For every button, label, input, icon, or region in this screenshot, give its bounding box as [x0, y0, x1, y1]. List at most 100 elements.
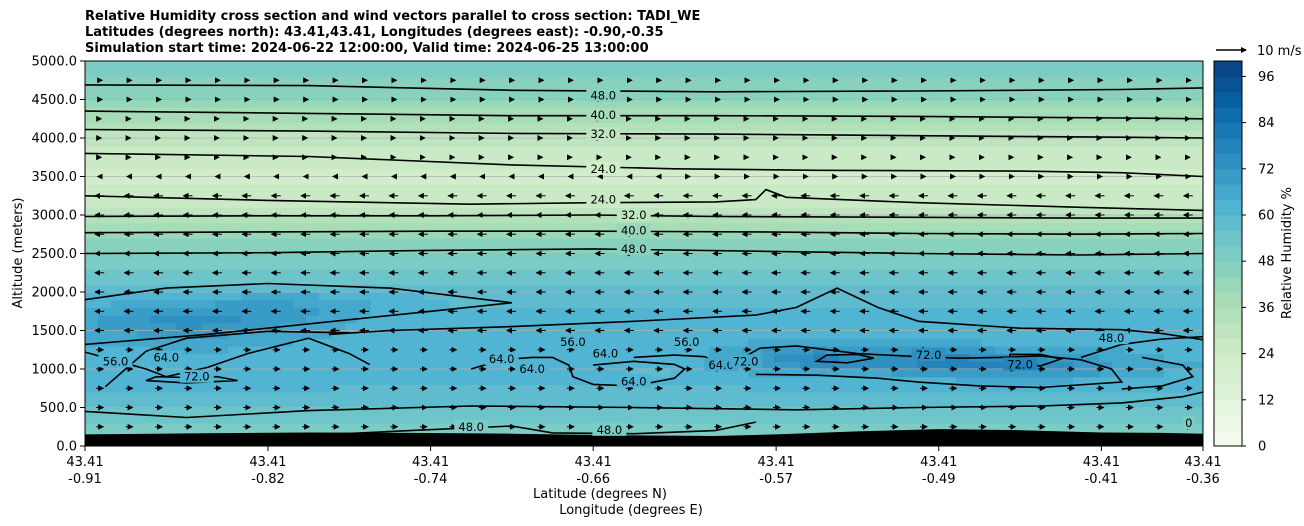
humidity-cell: [306, 76, 320, 85]
humidity-cell: [553, 122, 567, 131]
humidity-cell: [358, 322, 372, 332]
humidity-cell: [969, 61, 983, 70]
humidity-cell: [1021, 153, 1035, 162]
humidity-cell: [137, 199, 151, 208]
humidity-cell: [670, 261, 684, 270]
humidity-cell: [787, 238, 801, 247]
humidity-cell: [280, 268, 294, 278]
humidity-cell: [410, 330, 424, 339]
humidity-cell: [930, 338, 944, 347]
humidity-cell: [293, 84, 307, 93]
humidity-cell: [254, 84, 268, 93]
humidity-cell: [475, 99, 489, 108]
humidity-cell: [384, 107, 398, 116]
humidity-cell: [865, 415, 879, 424]
humidity-cell: [488, 315, 502, 324]
humidity-cell: [410, 422, 424, 432]
humidity-cell: [969, 384, 983, 393]
humidity-cell: [163, 422, 177, 432]
humidity-cell: [1060, 68, 1074, 77]
humidity-cell: [995, 276, 1009, 285]
humidity-cell: [826, 138, 840, 147]
humidity-cell: [917, 199, 931, 208]
humidity-cell: [241, 299, 255, 308]
humidity-cell: [735, 145, 749, 154]
humidity-cell: [956, 407, 970, 416]
humidity-cell: [865, 361, 879, 370]
humidity-cell: [774, 238, 788, 247]
humidity-cell: [1073, 199, 1087, 208]
humidity-cell: [436, 253, 450, 262]
humidity-cell: [982, 361, 996, 370]
humidity-cell: [527, 61, 541, 70]
humidity-cell: [254, 284, 268, 293]
humidity-cell: [1125, 184, 1139, 193]
humidity-cell: [176, 407, 190, 416]
humidity-cell: [98, 253, 112, 262]
humidity-cell: [787, 384, 801, 393]
humidity-cell: [709, 84, 723, 93]
humidity-cell: [1164, 199, 1178, 208]
humidity-cell: [1190, 107, 1203, 116]
humidity-cell: [670, 138, 684, 147]
humidity-cell: [865, 222, 879, 231]
humidity-cell: [345, 145, 359, 154]
humidity-cell: [1060, 315, 1074, 324]
humidity-cell: [111, 215, 125, 224]
humidity-cell: [540, 376, 554, 385]
humidity-cell: [1190, 161, 1203, 170]
humidity-cell: [1138, 330, 1152, 339]
humidity-cell: [241, 68, 255, 77]
humidity-cell: [1099, 199, 1113, 208]
humidity-cell: [488, 399, 502, 409]
humidity-cell: [410, 299, 424, 308]
humidity-cell: [618, 276, 632, 285]
humidity-cell: [228, 84, 242, 93]
humidity-cell: [553, 399, 567, 409]
humidity-cell: [956, 399, 970, 409]
humidity-cell: [930, 322, 944, 332]
humidity-cell: [345, 207, 359, 216]
humidity-cell: [1151, 184, 1165, 193]
humidity-cell: [696, 176, 710, 185]
humidity-cell: [462, 330, 476, 339]
humidity-cell: [98, 399, 112, 409]
humidity-cell: [202, 61, 216, 70]
humidity-cell: [1021, 138, 1035, 147]
humidity-cell: [319, 345, 333, 355]
humidity-cell: [722, 161, 736, 170]
humidity-cell: [202, 168, 216, 178]
humidity-cell: [1073, 369, 1087, 378]
humidity-cell: [397, 345, 411, 355]
humidity-cell: [1034, 261, 1048, 270]
humidity-cell: [631, 145, 645, 154]
humidity-cell: [1099, 268, 1113, 278]
humidity-cell: [475, 138, 489, 147]
humidity-cell: [111, 76, 125, 85]
humidity-cell: [111, 268, 125, 278]
humidity-cell: [800, 276, 814, 285]
humidity-cell: [839, 268, 853, 278]
humidity-cell: [189, 399, 203, 409]
humidity-cell: [709, 107, 723, 116]
humidity-cell: [787, 345, 801, 355]
humidity-cell: [85, 253, 99, 262]
humidity-cell: [332, 399, 346, 409]
humidity-cell: [332, 168, 346, 178]
humidity-cell: [254, 114, 268, 124]
humidity-cell: [293, 176, 307, 185]
humidity-cell: [657, 122, 671, 131]
humidity-cell: [124, 238, 138, 247]
humidity-cell: [410, 230, 424, 239]
humidity-cell: [436, 176, 450, 185]
humidity-cell: [215, 199, 229, 208]
humidity-cell: [683, 153, 697, 162]
humidity-cell: [657, 145, 671, 154]
humidity-cell: [774, 399, 788, 409]
humidity-cell: [761, 284, 775, 293]
humidity-cell: [423, 176, 437, 185]
humidity-cell: [397, 322, 411, 332]
humidity-cell: [306, 345, 320, 355]
humidity-cell: [579, 168, 593, 178]
humidity-cell: [137, 299, 151, 308]
